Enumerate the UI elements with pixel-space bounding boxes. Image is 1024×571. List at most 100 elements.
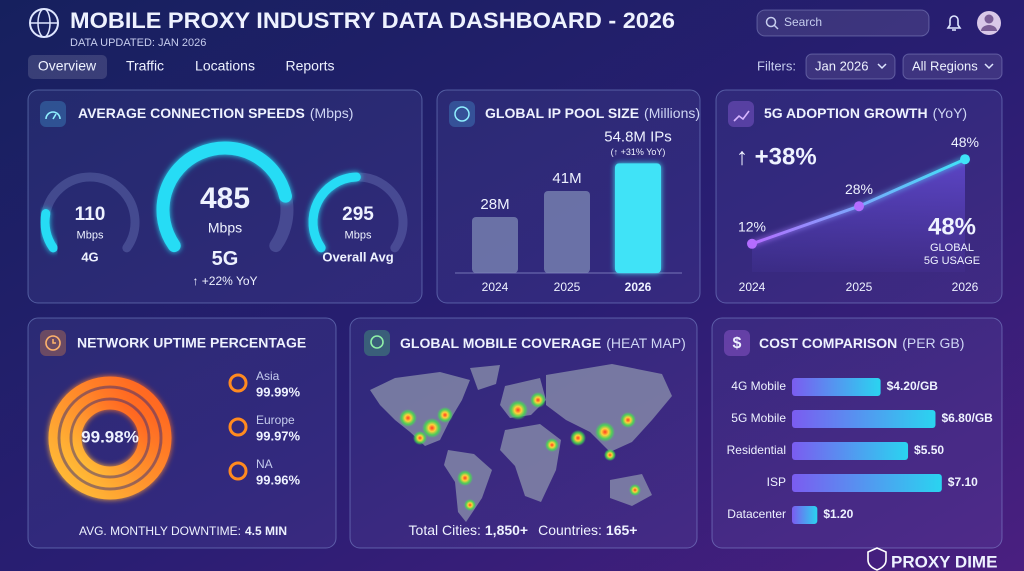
card-icons: $	[40, 101, 754, 356]
icon-box	[364, 330, 390, 356]
callout-label: 5G USAGE	[924, 255, 980, 267]
speed-icon	[45, 111, 61, 120]
callout-value: 48%	[928, 213, 976, 240]
filter-value: Jan 2026	[815, 58, 869, 73]
heat-spot	[413, 431, 427, 445]
bar-value-label: $6.80/GB	[941, 411, 993, 425]
card-title: COST COMPARISON (PER GB)	[759, 335, 964, 351]
filters-label: Filters:	[757, 58, 796, 73]
gauge-unit: Mbps	[77, 229, 104, 241]
stat-value: 165+	[606, 522, 638, 538]
footer-value: 4.5 MIN	[245, 524, 287, 538]
legend-value: 99.99%	[256, 384, 301, 399]
bar-value-label: 28M	[480, 196, 509, 213]
active-tab-bg	[28, 55, 107, 79]
x-tick-label: 2025	[846, 280, 873, 294]
title-text: 5G ADOPTION GROWTH	[764, 105, 928, 121]
pin-icon	[370, 335, 384, 349]
legend-value: 99.97%	[256, 428, 301, 443]
search-icon	[773, 24, 779, 30]
stat-value: 1,850+	[485, 522, 528, 538]
legend-ring	[228, 417, 248, 437]
globe-icon	[454, 106, 470, 122]
y-tick-label: Datacenter	[727, 507, 786, 521]
x-tick-label: 2024	[482, 280, 509, 294]
continent	[444, 450, 492, 522]
brand-icon	[867, 547, 887, 571]
brand-name: PROXY DIME	[891, 552, 997, 571]
continent	[546, 364, 672, 452]
bar-value-label: $7.10	[948, 475, 978, 489]
nav-tab[interactable]: Locations	[195, 58, 255, 74]
heat-spot	[457, 470, 473, 486]
gauge-name: 4G	[81, 249, 98, 264]
nav-tab[interactable]: Overview	[38, 58, 97, 74]
downtime-footer: AVG. MONTHLY DOWNTIME: 4.5 MIN	[79, 524, 287, 538]
icon-box	[449, 101, 475, 127]
headline: ↑ +38%	[736, 143, 817, 170]
title-text: AVERAGE CONNECTION SPEEDS	[78, 105, 305, 121]
card-title: AVERAGE CONNECTION SPEEDS (Mbps)	[78, 105, 353, 121]
heat-spot	[629, 484, 641, 496]
search-field[interactable]	[756, 9, 930, 37]
data-point	[854, 201, 864, 212]
updated-label: DATA UPDATED: JAN 2026	[70, 37, 206, 49]
bar-note: (↑ +31% YoY)	[611, 147, 666, 157]
world-map	[370, 364, 672, 522]
callout-label: GLOBAL	[930, 242, 974, 254]
filter-dropdown[interactable]	[805, 53, 896, 80]
footer-label: AVG. MONTHLY DOWNTIME:	[79, 524, 241, 538]
bar	[472, 217, 518, 273]
bar-value-label: $4.20/GB	[887, 379, 939, 393]
data-point	[747, 238, 757, 249]
bar	[544, 191, 590, 273]
data-point	[960, 154, 970, 165]
gauge-arc	[156, 141, 292, 253]
gauge-note: ↑ +22% YoY	[192, 274, 257, 288]
dropdown-chevron	[877, 63, 887, 70]
filter-dropdown[interactable]	[902, 53, 1003, 80]
bar	[792, 442, 909, 460]
ring-arc	[48, 376, 172, 500]
legend-label: NA	[256, 457, 273, 471]
card-title: GLOBAL MOBILE COVERAGE (HEAT MAP)	[400, 335, 686, 351]
heat-spots	[399, 392, 641, 511]
dollar-icon: $	[733, 335, 742, 352]
area-fill	[752, 159, 965, 272]
tab-bar: Overview Traffic Locations Reports	[38, 58, 335, 74]
gauge-name: Overall Avg	[322, 249, 393, 264]
bar-value-label: $5.50	[914, 443, 944, 457]
y-tick-label: 5G Mobile	[731, 411, 786, 425]
bar-value-label: 41M	[552, 170, 581, 187]
ring-arc	[60, 388, 160, 488]
heat-spot	[437, 407, 453, 423]
search-box[interactable]: Search	[756, 9, 930, 37]
title-text: GLOBAL MOBILE COVERAGE	[400, 335, 601, 351]
notification-bell[interactable]	[946, 15, 962, 31]
nav-tab[interactable]: Traffic	[126, 58, 164, 74]
y-tick-label: Residential	[727, 443, 786, 457]
heat-spot	[530, 392, 546, 408]
bar	[615, 163, 661, 273]
avatar-body	[981, 25, 997, 31]
heat-spot	[595, 422, 615, 442]
legend-ring	[228, 461, 248, 481]
bar-value-label: 54.8M IPs	[604, 128, 672, 145]
dropdown-chevron	[984, 63, 994, 70]
gauge-value: 110	[75, 204, 106, 225]
y-tick-label: 4G Mobile	[731, 379, 786, 393]
legend-ring	[228, 373, 248, 393]
legend-label: Asia	[256, 369, 280, 383]
ring-arc	[72, 400, 148, 476]
continent	[470, 365, 500, 390]
avatar-head	[984, 14, 994, 24]
title-text: GLOBAL IP POOL SIZE	[485, 105, 639, 121]
clock-icon	[45, 335, 61, 351]
map-footer: Total Cities: 1,850+ Countries: 165+	[409, 522, 638, 538]
nav-tab[interactable]: Reports	[285, 58, 334, 74]
legend-value: 99.96%	[256, 472, 301, 487]
bar	[792, 410, 936, 428]
bar-value-label: $1.20	[823, 507, 853, 521]
x-tick-label: 2026	[952, 280, 979, 294]
point-label: 28%	[845, 181, 873, 197]
